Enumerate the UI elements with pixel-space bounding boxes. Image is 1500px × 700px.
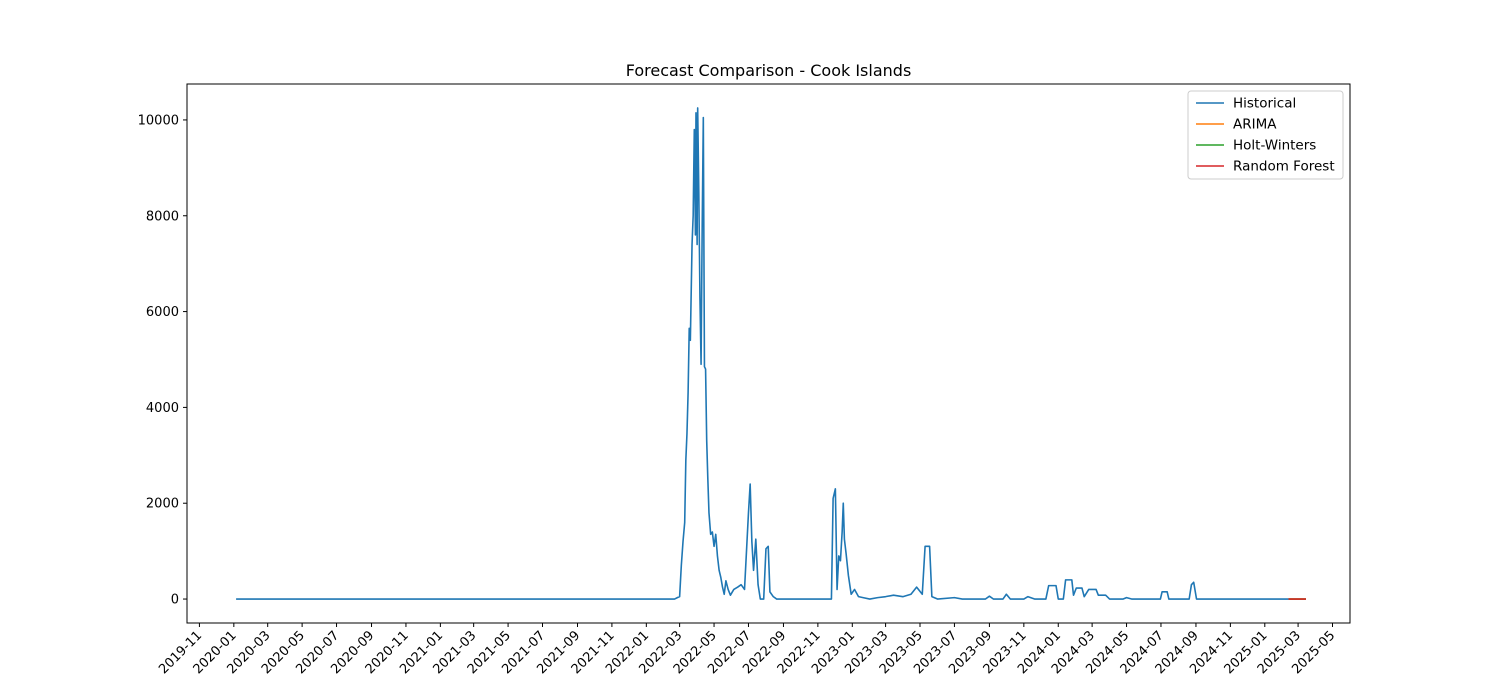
chart-title: Forecast Comparison - Cook Islands xyxy=(626,61,912,80)
y-tick-label: 2000 xyxy=(146,497,179,512)
legend: Historical ARIMA Holt-Winters Random Forest xyxy=(1187,90,1344,180)
plot-frame xyxy=(186,83,1351,624)
y-tick-label: 0 xyxy=(171,593,179,608)
legend-box xyxy=(1187,90,1344,180)
legend-entry: Random Forest xyxy=(1233,159,1335,175)
y-tick-label: 10000 xyxy=(138,113,179,128)
series-layer xyxy=(236,107,1306,600)
legend-entry: Historical xyxy=(1233,96,1296,112)
y-tick-label: 4000 xyxy=(146,401,179,416)
y-tick-label: 6000 xyxy=(146,305,179,320)
y-tick-label: 8000 xyxy=(146,209,179,224)
legend-entry: ARIMA xyxy=(1233,117,1277,133)
series-line-historical xyxy=(236,107,1289,600)
y-axis: 0 2000 4000 6000 8000 10000 xyxy=(138,113,187,608)
legend-entry: Holt-Winters xyxy=(1233,138,1316,154)
